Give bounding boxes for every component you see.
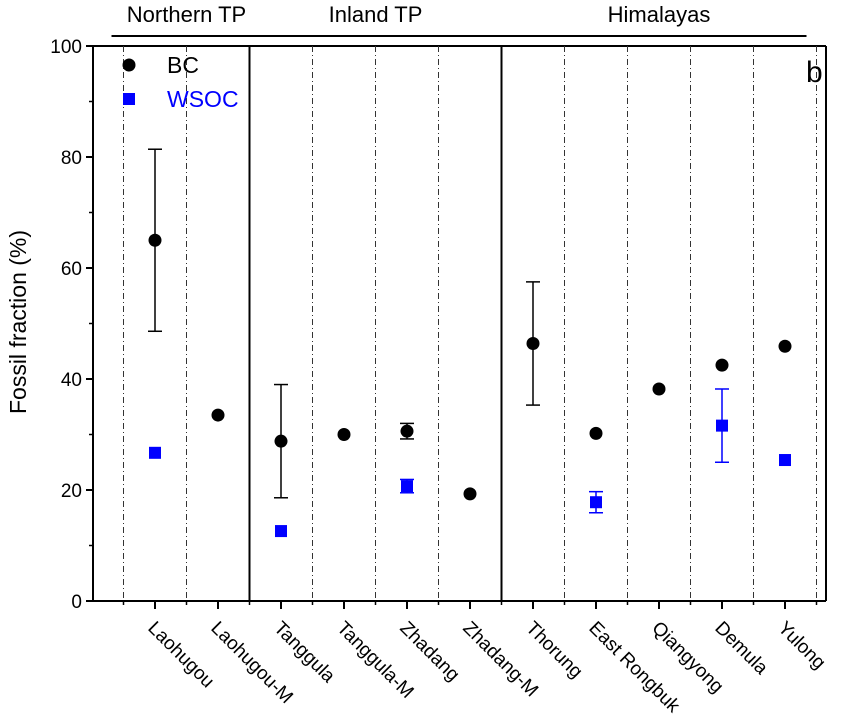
- point-wsoc: [401, 480, 413, 493]
- x-tick-label: Yulong: [773, 618, 829, 674]
- x-tick-labels: LaohugouLaohugou-MTanggulaTanggula-MZhad…: [143, 618, 829, 718]
- point-bc: [778, 339, 792, 353]
- point-bc: [463, 487, 477, 501]
- region-label: Himalayas: [608, 2, 711, 27]
- region-label: Northern TP: [127, 2, 246, 27]
- legend: BC WSOC: [122, 52, 239, 112]
- y-axis: 0 20 40 60 80 100: [50, 37, 818, 613]
- category-dividers: [123, 46, 817, 601]
- panel-label: b: [806, 56, 823, 89]
- y-tick-label: 80: [61, 148, 82, 169]
- point-wsoc: [590, 496, 602, 509]
- point-bc: [715, 358, 729, 372]
- point-wsoc: [716, 419, 728, 432]
- point-bc: [274, 434, 288, 448]
- legend-label-wsoc: WSOC: [167, 86, 239, 112]
- legend-marker-bc: [122, 58, 136, 72]
- y-tick-label: 60: [61, 259, 82, 280]
- y-tick-label: 40: [61, 370, 82, 391]
- y-tick-label: 100: [50, 37, 82, 58]
- point-bc: [148, 233, 162, 247]
- point-bc: [337, 428, 351, 441]
- region-label: Inland TP: [329, 2, 423, 27]
- y-axis-label: Fossil fraction (%): [5, 230, 31, 414]
- point-bc: [652, 382, 666, 396]
- legend-label-bc: BC: [167, 52, 199, 78]
- y-tick-label: 0: [71, 592, 82, 613]
- x-tick-label: Laohugou: [143, 618, 218, 693]
- plot-frame: [92, 45, 827, 602]
- data-points: [148, 148, 792, 538]
- legend-marker-wsoc: [123, 93, 135, 105]
- point-bc: [526, 336, 540, 350]
- x-tick-label: Thorung: [521, 618, 586, 683]
- point-bc: [211, 408, 225, 422]
- x-tick-label: Demula: [710, 618, 771, 679]
- y-tick-label: 20: [61, 481, 82, 502]
- point-wsoc: [149, 446, 161, 459]
- point-wsoc: [275, 525, 287, 538]
- point-bc: [400, 424, 414, 438]
- point-bc: [589, 426, 603, 440]
- region-headers: Northern TP Inland TP Himalayas: [111, 2, 807, 37]
- point-wsoc: [779, 454, 791, 467]
